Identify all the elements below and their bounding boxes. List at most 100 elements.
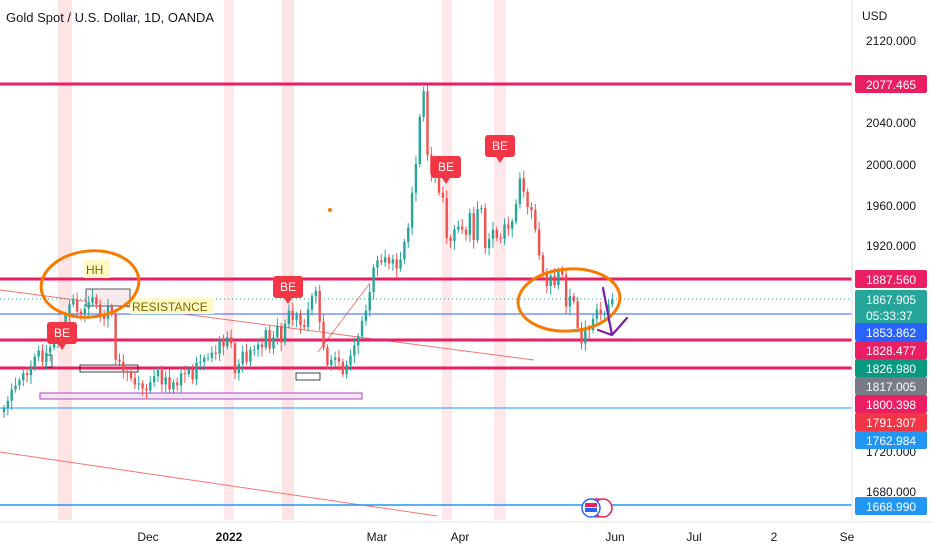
price-tag[interactable]: 1762.984 xyxy=(855,431,927,449)
candle-body[interactable] xyxy=(341,361,344,375)
candle-body[interactable] xyxy=(145,388,148,391)
candle-body[interactable] xyxy=(160,370,164,385)
candle-body[interactable] xyxy=(253,349,256,351)
candle-body[interactable] xyxy=(245,351,248,362)
price-tag[interactable]: 1668.990 xyxy=(855,497,927,515)
candle-body[interactable] xyxy=(22,373,25,381)
candle-body[interactable] xyxy=(561,270,564,275)
candle-body[interactable] xyxy=(453,229,456,241)
candle-body[interactable] xyxy=(491,229,495,239)
candle-body[interactable] xyxy=(364,310,368,321)
be-signal[interactable]: BE xyxy=(273,276,303,304)
candle-body[interactable] xyxy=(576,301,579,329)
candle-body[interactable] xyxy=(295,314,298,320)
candle-body[interactable] xyxy=(495,229,498,238)
candle-body[interactable] xyxy=(460,226,464,230)
candle-body[interactable] xyxy=(268,330,271,349)
recent-highlight-circle[interactable] xyxy=(516,266,622,335)
candle-body[interactable] xyxy=(326,347,329,365)
event-flag-icon[interactable] xyxy=(581,498,613,518)
price-tag[interactable]: 1853.862 xyxy=(855,323,927,341)
candle-body[interactable] xyxy=(414,164,418,193)
candle-body[interactable] xyxy=(214,352,217,354)
candle-body[interactable] xyxy=(472,213,475,240)
candle-body[interactable] xyxy=(29,368,33,376)
hh-highlight-circle[interactable] xyxy=(38,246,142,322)
candle-body[interactable] xyxy=(18,380,21,386)
candle-body[interactable] xyxy=(457,226,460,230)
candle-body[interactable] xyxy=(333,357,337,360)
candle-body[interactable] xyxy=(568,296,572,307)
candle-body[interactable] xyxy=(572,296,575,302)
candle-body[interactable] xyxy=(318,291,321,322)
candle-body[interactable] xyxy=(522,178,525,192)
candle-body[interactable] xyxy=(449,237,452,241)
candle-body[interactable] xyxy=(133,378,137,385)
candle-body[interactable] xyxy=(368,292,371,311)
candle-body[interactable] xyxy=(241,351,244,364)
candle-body[interactable] xyxy=(391,259,395,264)
candle-body[interactable] xyxy=(33,356,36,368)
price-tag[interactable]: 1826.980 xyxy=(855,359,927,377)
price-tag[interactable]: 1817.005 xyxy=(855,377,927,395)
candle-body[interactable] xyxy=(549,275,552,286)
candle-body[interactable] xyxy=(611,299,614,305)
candle-body[interactable] xyxy=(534,210,537,230)
candle-body[interactable] xyxy=(283,323,287,343)
candle-body[interactable] xyxy=(603,313,606,315)
candle-body[interactable] xyxy=(607,304,610,314)
candle-body[interactable] xyxy=(110,306,113,314)
candle-body[interactable] xyxy=(299,314,302,325)
candle-body[interactable] xyxy=(156,370,160,377)
candle-body[interactable] xyxy=(260,344,264,348)
candle-body[interactable] xyxy=(357,336,360,346)
candle-body[interactable] xyxy=(206,357,210,359)
candle-body[interactable] xyxy=(557,270,560,285)
candle-body[interactable] xyxy=(380,260,383,263)
candle-body[interactable] xyxy=(152,376,156,383)
candle-body[interactable] xyxy=(337,357,341,362)
candle-body[interactable] xyxy=(287,310,291,324)
candle-body[interactable] xyxy=(264,330,267,348)
candle-body[interactable] xyxy=(2,407,6,413)
candle-body[interactable] xyxy=(218,339,221,354)
candle-body[interactable] xyxy=(403,241,406,260)
candle-body[interactable] xyxy=(399,259,402,269)
price-tag[interactable]: 1828.477 xyxy=(855,341,927,359)
candle-body[interactable] xyxy=(580,328,583,344)
candle-body[interactable] xyxy=(203,357,206,362)
candle-body[interactable] xyxy=(102,315,106,319)
resistance-label[interactable]: RESISTANCE xyxy=(132,300,208,314)
candle-body[interactable] xyxy=(322,321,325,348)
candle-body[interactable] xyxy=(395,259,398,269)
candle-body[interactable] xyxy=(191,369,194,380)
candle-body[interactable] xyxy=(41,350,44,362)
price-tag[interactable]: 1791.307 xyxy=(855,413,927,431)
candle-body[interactable] xyxy=(6,400,10,408)
candle-body[interactable] xyxy=(591,318,595,331)
candle-body[interactable] xyxy=(445,197,448,238)
price-tag[interactable]: 2077.465 xyxy=(855,75,927,93)
candle-body[interactable] xyxy=(518,178,522,204)
be-signal[interactable]: BE xyxy=(485,135,515,163)
candle-body[interactable] xyxy=(164,377,167,385)
candle-body[interactable] xyxy=(383,257,387,263)
candle-body[interactable] xyxy=(226,337,229,347)
candle-body[interactable] xyxy=(372,267,375,293)
demand-zone-box[interactable] xyxy=(39,392,363,400)
candle-body[interactable] xyxy=(468,213,472,235)
candle-body[interactable] xyxy=(545,272,549,286)
candle-body[interactable] xyxy=(507,224,510,229)
candle-body[interactable] xyxy=(487,238,491,249)
candle-body[interactable] xyxy=(272,337,275,349)
candle-body[interactable] xyxy=(45,352,48,362)
candle-body[interactable] xyxy=(172,382,175,390)
candle-body[interactable] xyxy=(72,300,75,305)
candle-body[interactable] xyxy=(353,345,356,356)
candle-body[interactable] xyxy=(149,382,152,391)
range-box[interactable] xyxy=(79,364,139,373)
candle-body[interactable] xyxy=(256,344,260,350)
candle-body[interactable] xyxy=(168,377,171,390)
candle-body[interactable] xyxy=(306,309,310,327)
candle-body[interactable] xyxy=(114,313,117,360)
